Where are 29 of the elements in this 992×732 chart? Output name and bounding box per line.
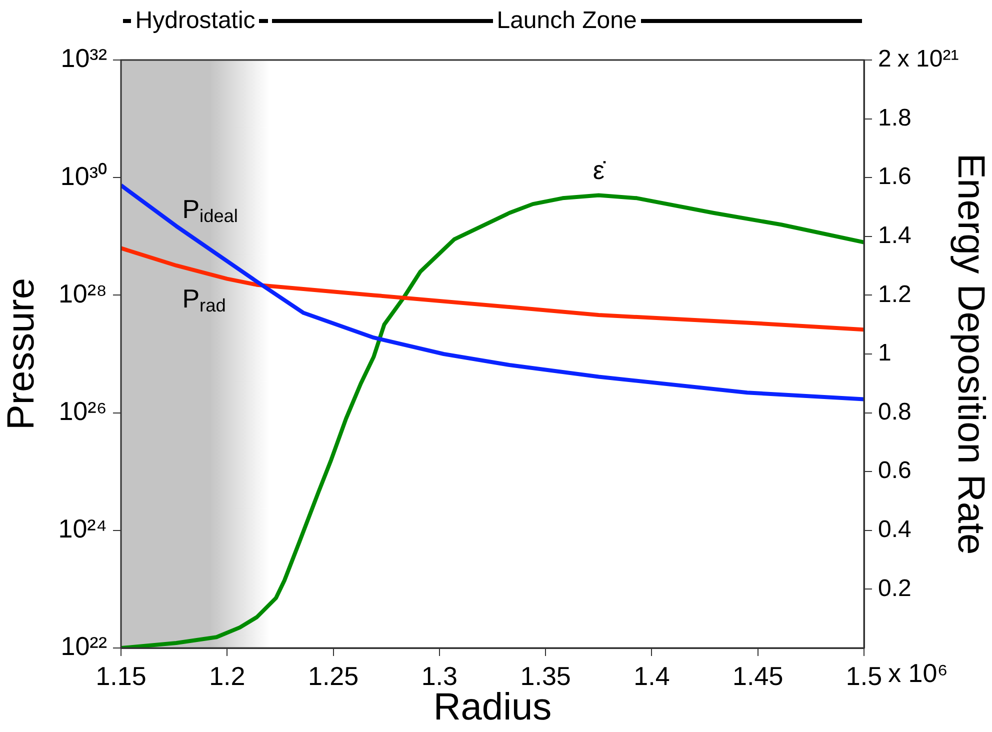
y-tick-label: 10²² <box>60 631 108 662</box>
y2-tick-label: 0.4 <box>878 516 912 544</box>
series-label: ε̇ <box>592 155 606 186</box>
y-tick-label: 10³⁰ <box>60 160 107 191</box>
y2-tick-label: 1 <box>878 340 892 367</box>
y-tick-label: 10²⁸ <box>58 278 107 308</box>
band-label: Hydrostatic <box>131 7 260 35</box>
y2-tick-label: 1.6 <box>878 163 912 190</box>
y2-tick-label: 1.8 <box>878 104 912 132</box>
y-tick-label: 10²⁴ <box>58 514 107 544</box>
y2-axis-title: Energy Deposition Rate <box>950 153 992 555</box>
y2-tick-label: 0.6 <box>878 457 912 484</box>
x-tick-label: 1.25 <box>308 660 359 691</box>
x-tick-label: 1.4 <box>634 660 670 691</box>
y2-tick-label: 1.4 <box>878 222 912 250</box>
x-tick-label: 1.5 <box>846 660 882 691</box>
text: Launch Zone <box>492 7 641 35</box>
y2-tick-label: 1.2 <box>878 280 912 308</box>
y2-tick-label: 0.2 <box>878 574 912 602</box>
text: x 10²¹ <box>897 46 959 73</box>
y2-tick-label: 2 <box>878 46 892 73</box>
y2-tick-label: 0.8 <box>878 398 912 426</box>
x-tick-label: 1.15 <box>96 660 146 691</box>
y-axis-title: Pressure <box>0 278 42 430</box>
x-tick-label: 1.2 <box>209 660 246 691</box>
y-tick-label: 10²⁶ <box>58 396 107 426</box>
x-tick-label: 1.45 <box>732 660 784 691</box>
y-tick-label: 10³² <box>60 43 108 74</box>
text: x 10⁶ <box>888 658 948 688</box>
